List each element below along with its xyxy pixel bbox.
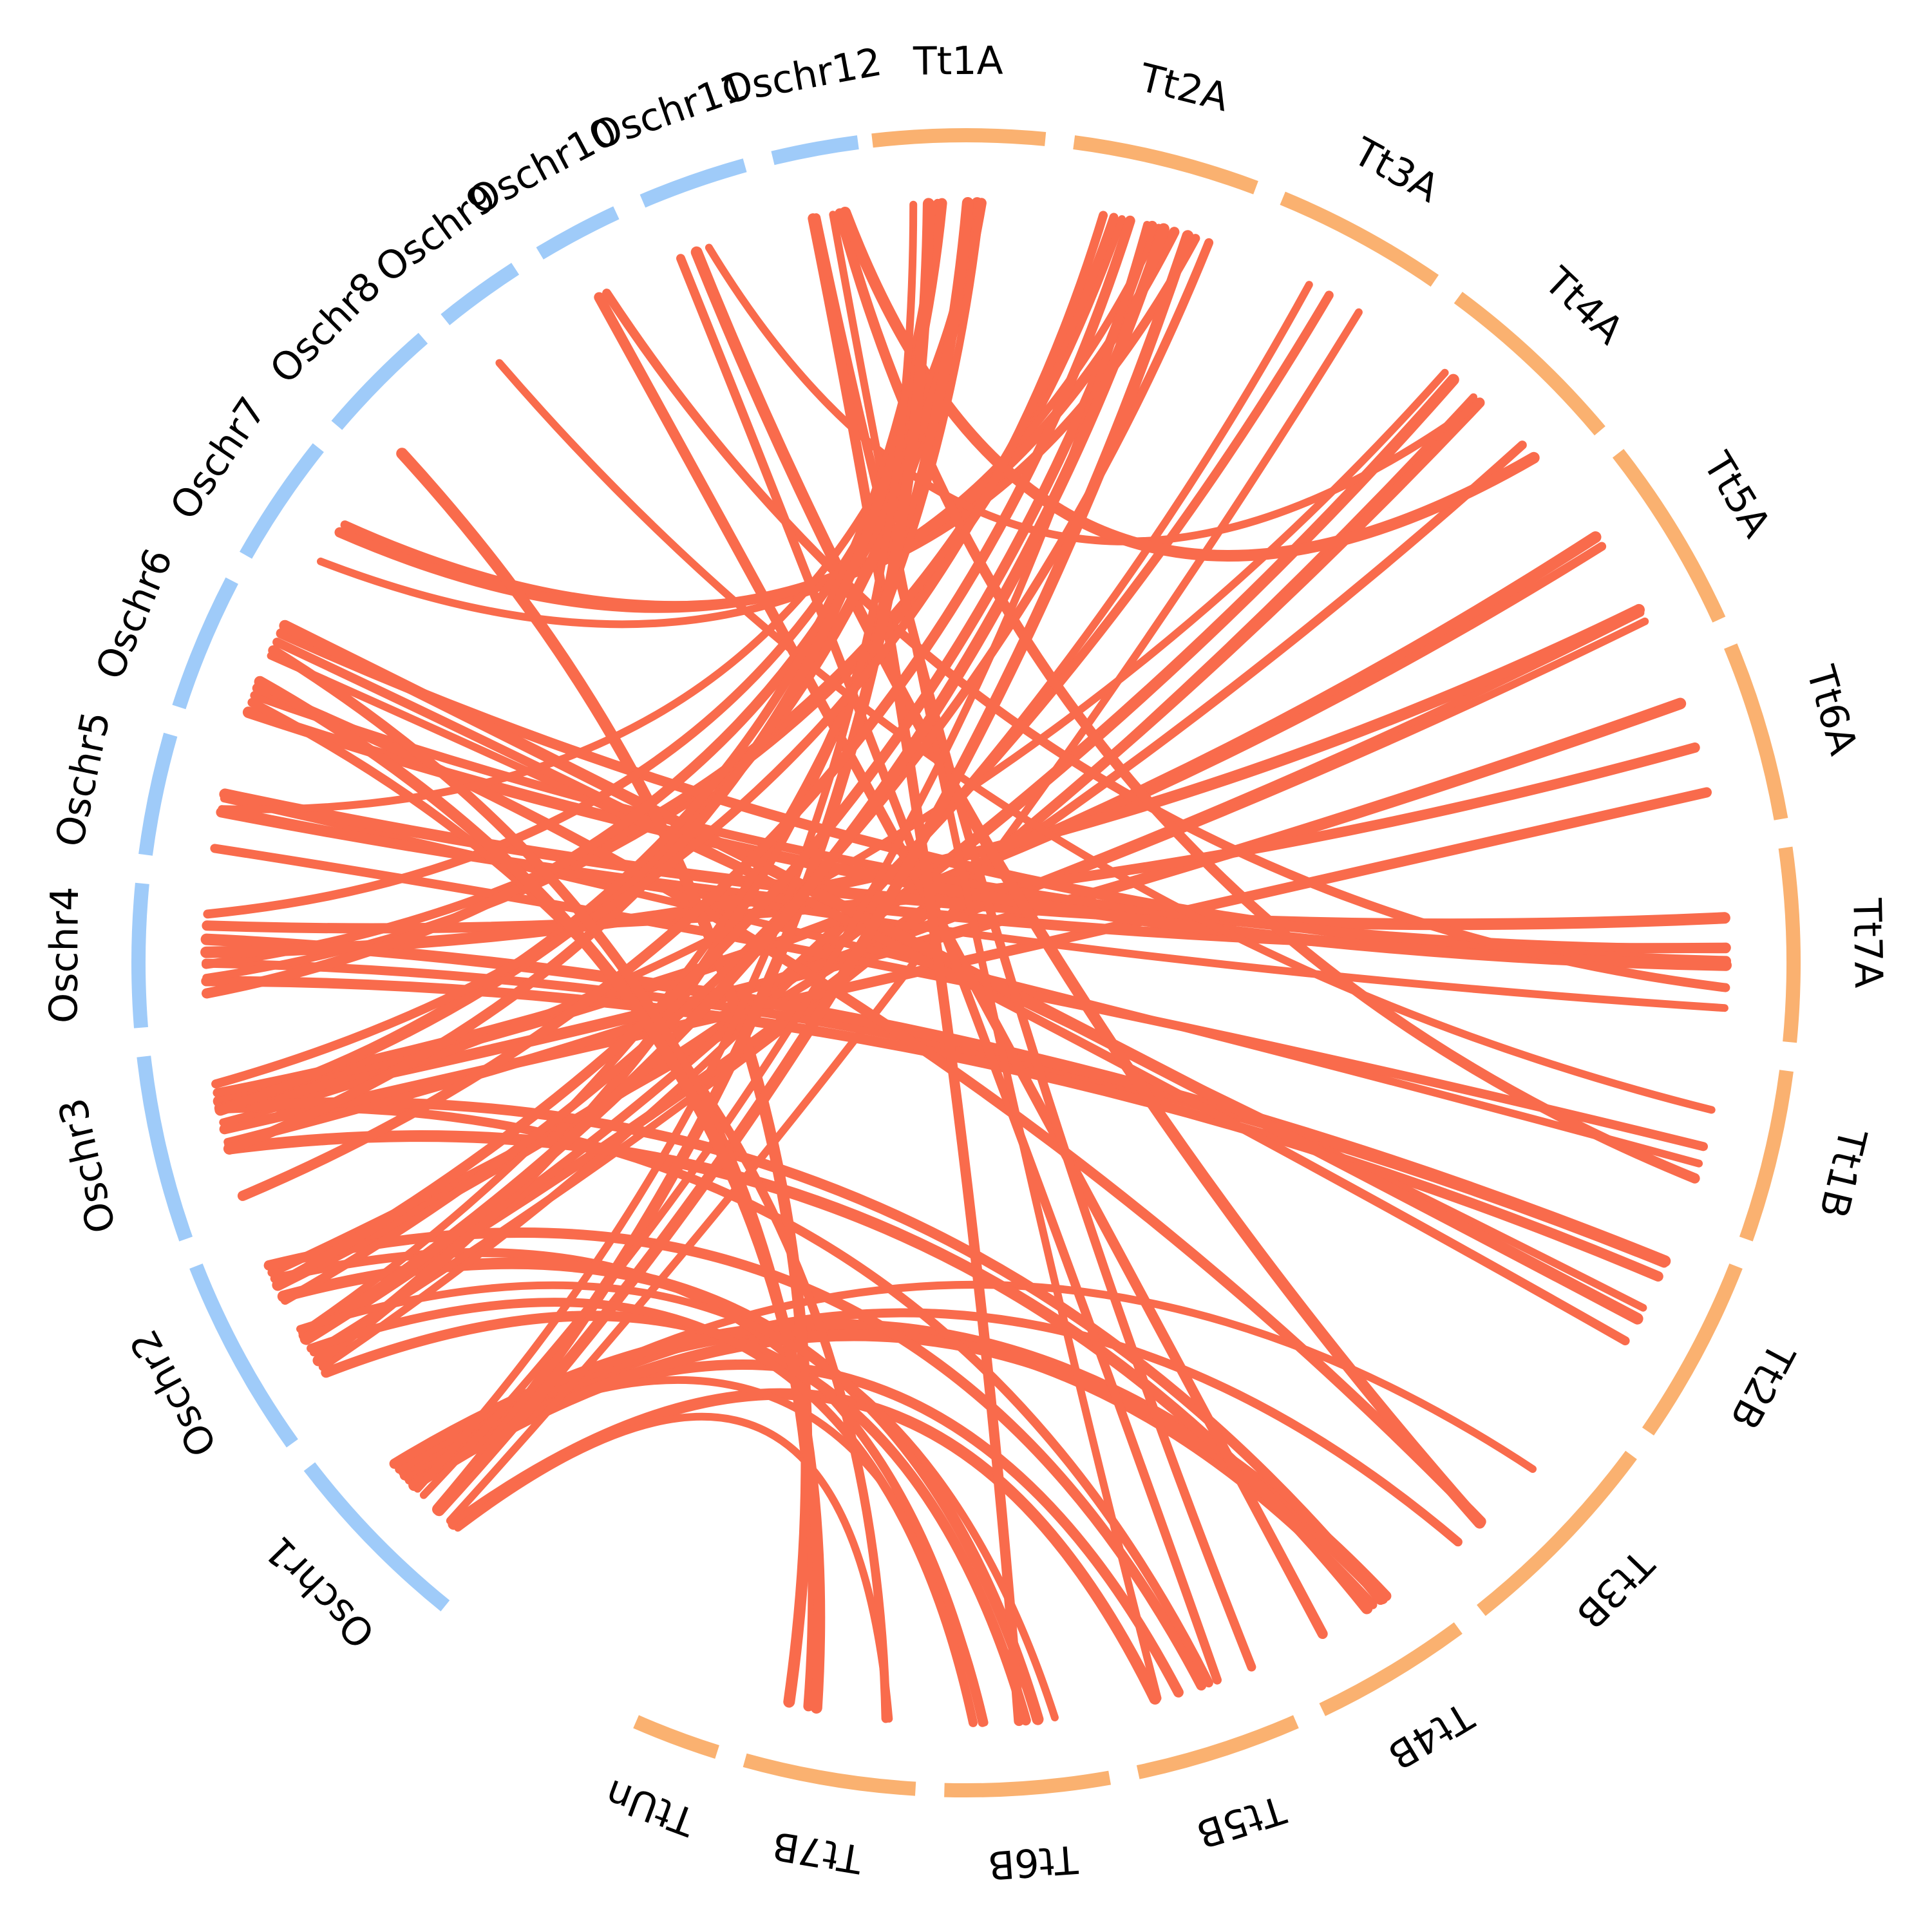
chromosome-arc-oschr4	[131, 882, 149, 1028]
chromosome-label-tt4b: Tt4B	[1380, 1693, 1481, 1778]
chromosome-arc-oschr5	[138, 732, 178, 856]
chromosome-label-tt3a: Tt3A	[1345, 129, 1446, 212]
chromosome-label-tt3b: Tt3B	[1567, 1540, 1662, 1637]
chromosome-label-tt7a: Tt7A	[1844, 897, 1891, 989]
chromosome-label-oschr1: Oschr1	[256, 1527, 384, 1656]
synteny-link	[203, 198, 983, 919]
chromosome-arc-tt6b	[944, 1770, 1112, 1798]
synteny-link	[454, 1412, 893, 1723]
chromosome-label-tt2b: Tt2B	[1721, 1335, 1803, 1436]
synteny-link	[404, 1308, 1463, 1547]
chromosome-arc-tt3b	[1477, 1450, 1637, 1616]
chromosome-arc-tt4b	[1319, 1622, 1463, 1716]
chromosome-arc-ttun	[633, 1715, 719, 1759]
chromosome-arc-tt2a	[1073, 135, 1258, 194]
synteny-links	[200, 197, 1732, 1727]
synteny-link	[312, 197, 974, 1367]
synteny-link	[413, 200, 918, 1493]
synteny-link	[237, 215, 1135, 1201]
chromosome-label-tt5a: Tt5A	[1694, 444, 1779, 545]
chromosome-arc-tt1a	[871, 128, 1046, 148]
chromosome-label-tt5b: Tt5B	[1191, 1786, 1291, 1857]
chromosome-label-tt1a: Tt1A	[913, 38, 1003, 84]
synteny-link	[254, 676, 826, 1714]
chromosome-label-ttun: TtUn	[600, 1770, 702, 1845]
chromosome-arc-tt3a	[1280, 191, 1439, 287]
synteny-link	[433, 230, 1194, 1517]
synteny-link	[247, 697, 891, 1723]
chromosome-arc-tt5a	[1612, 449, 1726, 623]
synteny-link	[218, 805, 1728, 1012]
chromosome-arc-oschr8	[331, 332, 428, 430]
chromosome-label-oschr8: Oschr8	[261, 263, 390, 392]
synteny-link	[307, 1298, 978, 1727]
synteny-link	[594, 292, 1328, 1639]
chromosome-ideograms	[131, 128, 1801, 1798]
synteny-link	[276, 628, 1731, 967]
chromosome-arc-oschr10	[536, 206, 620, 260]
synteny-link	[321, 1311, 1031, 1726]
chromosome-label-tt6a: Tt6A	[1797, 661, 1866, 760]
chromosome-arc-oschr3	[137, 1056, 193, 1242]
chromosome-label-tt2a: Tt2A	[1135, 55, 1233, 121]
synteny-link	[676, 254, 1222, 1685]
synteny-link	[299, 223, 1170, 1345]
synteny-link	[829, 211, 1162, 1702]
synteny-link	[808, 213, 1025, 1727]
synteny-link	[602, 289, 1730, 992]
chromosome-arc-tt7b	[743, 1753, 916, 1796]
chromosome-arc-tt6a	[1724, 643, 1788, 820]
chromosome-arc-oschr9	[440, 263, 520, 325]
chromosome-arc-tt2b	[1642, 1263, 1743, 1436]
chromosome-label-oschr2: Oschr2	[121, 1322, 226, 1464]
synteny-link	[252, 683, 1486, 1527]
synteny-link	[705, 243, 1484, 545]
chromosome-arc-oschr6	[172, 577, 238, 710]
chromosome-label-oschr12: Oschr12	[718, 39, 885, 113]
chromosome-arc-oschr11	[639, 158, 747, 208]
chromosome-arc-tt1b	[1739, 1070, 1794, 1242]
chromosome-arc-tt4a	[1454, 292, 1605, 436]
chromosome-label-oschr6: Oschr6	[87, 542, 182, 686]
chromosome-arc-oschr7	[240, 443, 324, 559]
chromosome-arc-oschr2	[189, 1263, 298, 1448]
synteny-link	[690, 246, 1486, 1529]
chromosome-label-oschr3: Oschr3	[50, 1094, 125, 1238]
chromosome-label-oschr5: Oschr5	[47, 708, 119, 851]
chromosome-arc-oschr1	[303, 1462, 450, 1612]
synteny-link	[296, 1281, 1059, 1721]
synteny-link	[272, 220, 1157, 1290]
synteny-link	[811, 213, 1256, 1672]
chromosome-arc-tt5b	[1136, 1715, 1299, 1779]
synteny-link	[202, 198, 987, 999]
chromosome-label-oschr4: Oschr4	[41, 886, 88, 1023]
chromosome-label-tt1b: Tt1B	[1810, 1124, 1875, 1222]
synteny-link	[334, 227, 1180, 613]
chromosome-label-tt4a: Tt4A	[1535, 258, 1632, 353]
chromosome-arc-tt7a	[1778, 846, 1801, 1043]
synteny-link	[495, 359, 1716, 1114]
chromosome-label-tt6b: Tt6B	[987, 1836, 1080, 1888]
synteny-link	[211, 211, 1108, 1089]
chromosome-label-tt7b: Tt7B	[769, 1823, 866, 1882]
chromosome-arc-oschr12	[771, 135, 859, 166]
chromosome-label-oschr7: Oschr7	[162, 390, 276, 528]
